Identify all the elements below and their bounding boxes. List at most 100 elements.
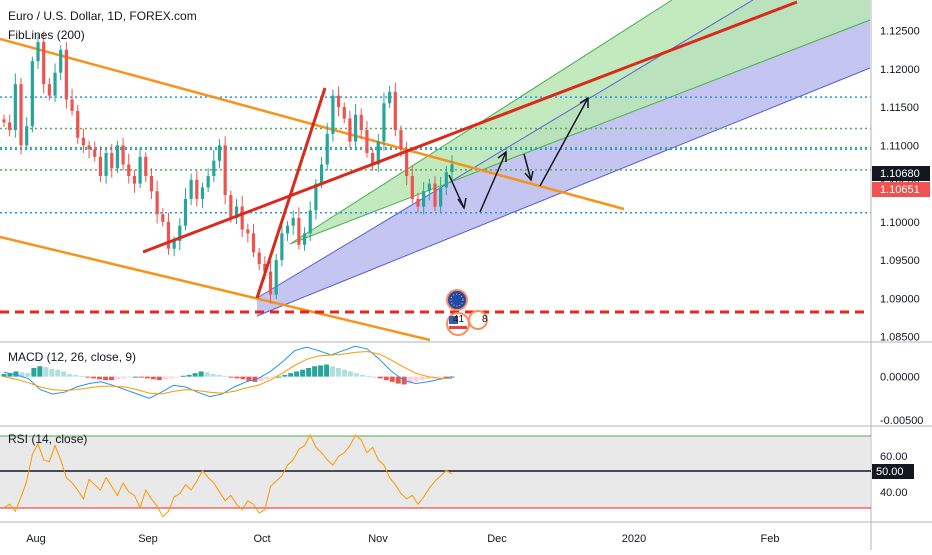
price-axis: 1.125001.120001.115001.110001.105001.100… [880, 26, 920, 344]
macd-bar [186, 374, 192, 377]
macd-bar [389, 376, 395, 382]
macd-bar [204, 372, 210, 377]
macd-bar [288, 373, 294, 377]
macd-bar [282, 374, 288, 377]
candle-body [19, 84, 23, 146]
price-tag-black-text: 1.10680 [880, 168, 920, 180]
macd-bar [377, 376, 383, 379]
price-tick-label: 1.12500 [880, 26, 920, 38]
candle-body [200, 187, 205, 199]
candle-body [365, 130, 369, 154]
macd-bar [120, 376, 126, 379]
macd-bar [300, 369, 306, 377]
macd-bar [324, 364, 330, 377]
candle-body [166, 221, 171, 249]
macd-bar [43, 367, 49, 377]
candle-body [376, 141, 380, 165]
candle-body [36, 42, 40, 62]
candle-body [251, 233, 256, 253]
price-tick-label: 1.11000 [880, 140, 919, 152]
candle-body [223, 145, 227, 196]
macd-bar [425, 376, 431, 380]
macd-bar [270, 376, 276, 378]
candle-body [161, 214, 165, 222]
candle-body [439, 187, 443, 207]
macd-bar [276, 376, 282, 378]
time-tick-label: Nov [368, 533, 388, 545]
macd-tick-label: 0.00000 [880, 372, 920, 384]
candle-body [2, 119, 6, 123]
candle-body [110, 153, 114, 169]
candle-body [405, 149, 409, 176]
candle-body [308, 210, 312, 234]
rsi-band [0, 436, 871, 508]
candle-body [64, 49, 68, 100]
macd-bar [395, 376, 401, 384]
candle-body [325, 133, 329, 165]
macd-bar [144, 376, 150, 379]
candle-body [427, 183, 431, 192]
candle-body [274, 260, 278, 295]
macd-bar [55, 369, 61, 377]
macd-line [3, 345, 453, 399]
forecast-arrows [448, 96, 589, 213]
macd-bar [365, 375, 371, 377]
macd-bar [132, 376, 138, 378]
rsi-pane [0, 433, 871, 518]
chart-title: Euro / U.S. Dollar, 1D, FOREX.com [8, 9, 197, 23]
fib-indicator-label[interactable]: FibLines (200) [8, 28, 85, 42]
rsi-title[interactable]: RSI (14, close) [8, 432, 88, 446]
candle-body [359, 114, 363, 131]
candle-body [195, 179, 199, 199]
macd-bar [234, 376, 240, 379]
candle-body [127, 164, 131, 176]
macd-bar [336, 367, 342, 377]
rsi-line [3, 433, 453, 518]
rsi-tag-text: 50.00 [876, 466, 904, 478]
macd-histogram [1, 364, 455, 385]
macd-bar [258, 376, 264, 381]
candle-body [189, 179, 193, 199]
macd-bar [330, 366, 336, 377]
candle-body [206, 175, 210, 188]
macd-bar [306, 367, 312, 377]
candle-body [240, 206, 244, 230]
macd-bar [312, 366, 318, 377]
time-tick-label: Aug [26, 533, 46, 545]
macd-pane [1, 345, 455, 399]
macd-bar [383, 376, 389, 381]
candle-body [121, 145, 125, 165]
time-tick-label: 2020 [622, 533, 646, 545]
candle-body [246, 229, 250, 234]
price-tag-red [872, 182, 930, 197]
time-axis: Aug Sep Oct Nov Dec 2020 Feb [26, 533, 779, 545]
event-badge-extra-icon [468, 310, 488, 330]
macd-bar [264, 376, 270, 380]
macd-bar [341, 369, 347, 377]
rsi-tick-label: 60.00 [880, 451, 908, 463]
candle-body [416, 198, 420, 207]
candle-body [410, 175, 414, 199]
candle-body [172, 241, 176, 249]
macd-bar [413, 376, 419, 382]
macd-bar [228, 376, 234, 378]
candle-body [422, 191, 426, 207]
macd-title[interactable]: MACD (12, 26, close, 9) [8, 350, 137, 364]
candle-body [53, 72, 57, 96]
candle-body [81, 137, 85, 146]
candle-body [144, 156, 148, 176]
event-badge-extra: 8 [482, 314, 488, 325]
price-tag-red-text: 1.10651 [880, 184, 920, 196]
macd-bar [73, 374, 79, 377]
candle-body [302, 233, 307, 245]
candle-body [268, 271, 273, 295]
candle-body [59, 49, 63, 73]
macd-axis: 0.00000 -0.00500 [880, 372, 923, 427]
price-tick-label: 1.10000 [880, 217, 920, 229]
macd-bar [210, 374, 216, 377]
event-badge-count: 41 [453, 314, 465, 325]
macd-bar [49, 368, 55, 377]
red-rise-line [255, 87, 327, 299]
